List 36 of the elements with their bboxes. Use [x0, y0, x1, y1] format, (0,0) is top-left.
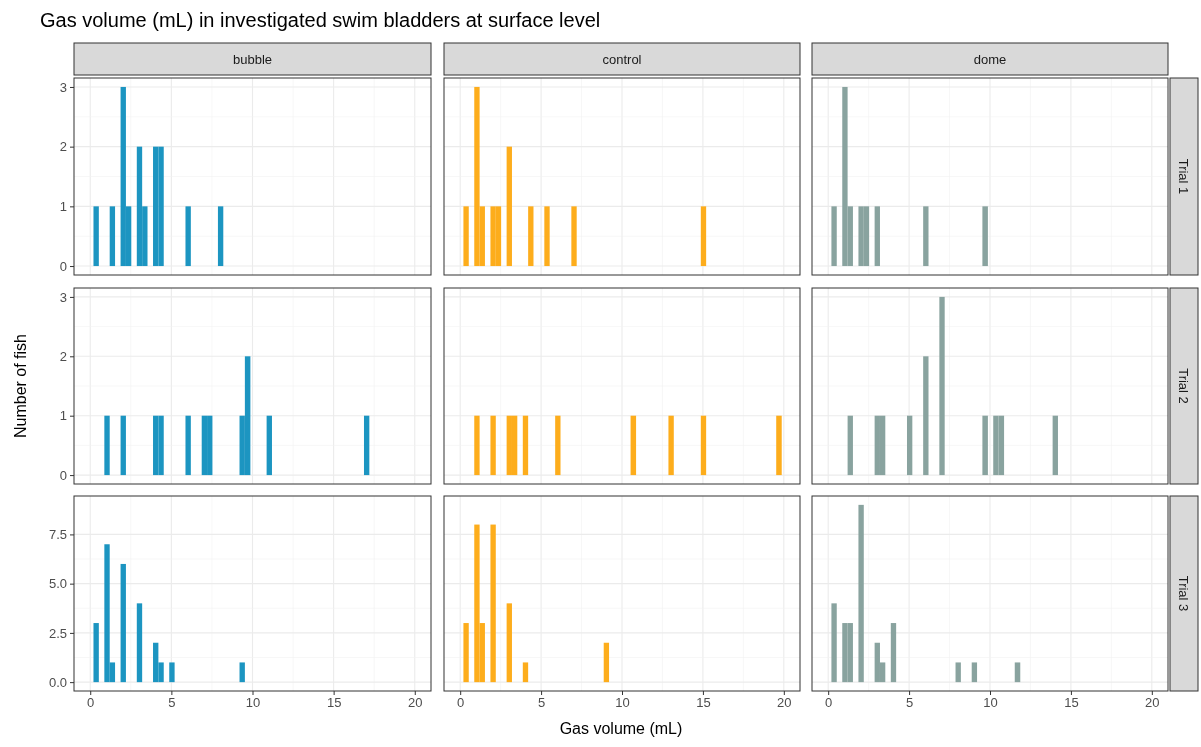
x-tick-label: 20 [777, 695, 792, 711]
chart-subtitle: bubble [232, 52, 273, 67]
y-tick-label: 0 [59, 467, 67, 483]
x-tick-label: 0 [87, 695, 95, 711]
x-tick-label: 0 [457, 695, 465, 711]
x-tick-label: 15 [696, 695, 711, 711]
x-tick-label: 10 [245, 695, 261, 711]
y-tick-label: 1 [59, 199, 67, 215]
chart-title: Gas volume (mL) in investigated swim bladders at surface level [40, 9, 601, 31]
text: Trial 1 [1176, 158, 1191, 195]
x-tick-label: 0 [825, 695, 833, 711]
text: Trial 3 [1176, 575, 1191, 612]
y-axis-title: Number of fish [12, 333, 29, 439]
y-tick-label: 5.0 [48, 576, 67, 592]
x-tick-label: 10 [615, 695, 630, 711]
x-axis-title: Gas volume (mL) [559, 720, 683, 737]
y-tick-label: 3 [59, 79, 67, 95]
chart-subtitle: control [602, 52, 642, 67]
x-tick-label: 10 [983, 695, 998, 711]
y-tick-label: 0.0 [48, 674, 67, 690]
x-tick-label: 20 [408, 695, 423, 711]
y-tick-label: 2.5 [48, 625, 67, 641]
x-tick-label: 5 [537, 695, 546, 711]
x-tick-label: 15 [1064, 695, 1079, 711]
x-tick-label: 5 [168, 695, 176, 711]
y-tick-label: 2 [59, 139, 67, 155]
text: Trial 2 [1176, 368, 1191, 404]
x-tick-label: 15 [326, 695, 342, 711]
y-tick-label: 1 [59, 408, 67, 424]
y-tick-label: 3 [59, 289, 67, 305]
y-tick-label: 7.5 [48, 527, 67, 543]
y-tick-label: 0 [59, 258, 67, 274]
chart-subtitle: dome [973, 52, 1007, 67]
x-tick-label: 20 [1145, 695, 1160, 711]
x-tick-label: 5 [905, 695, 914, 711]
y-tick-label: 2 [59, 348, 67, 364]
